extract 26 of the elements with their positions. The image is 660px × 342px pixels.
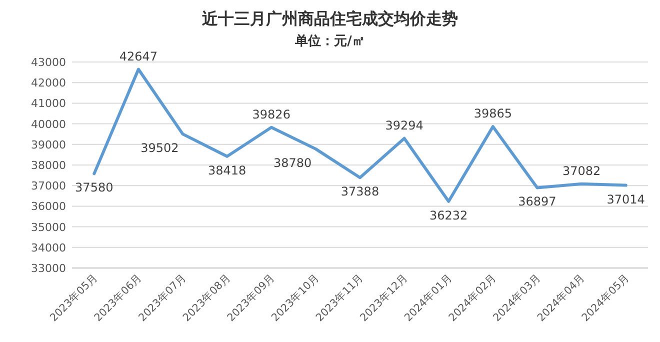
data-label: 38780: [274, 156, 312, 170]
y-tick-label: 42000: [31, 76, 66, 90]
y-tick-label: 38000: [31, 159, 66, 172]
data-label: 38418: [208, 163, 246, 178]
data-label: 39826: [252, 107, 290, 122]
y-tick-label: 35000: [31, 220, 66, 234]
y-tick-label: 43000: [31, 56, 66, 69]
y-tick-label: 36000: [31, 200, 66, 214]
data-label: 39865: [474, 106, 512, 121]
data-label: 37388: [340, 184, 380, 199]
y-tick-label: 33000: [31, 262, 66, 275]
data-label: 39294: [385, 118, 424, 132]
data-label: 36232: [430, 208, 468, 222]
y-tick-label: 34000: [31, 241, 66, 254]
data-label: 36897: [518, 194, 556, 209]
data-label: 37082: [562, 164, 601, 178]
data-label: 37014: [606, 192, 645, 206]
chart-subtitle: 单位：元/㎡: [294, 33, 365, 49]
y-tick-label: 39000: [31, 138, 66, 152]
y-tick-label: 40000: [31, 118, 66, 131]
data-label: 42647: [119, 49, 158, 64]
chart-title: 近十三月广州商品住宅成交均价走势: [201, 9, 458, 28]
data-label: 39502: [140, 141, 179, 156]
y-tick-label: 37000: [31, 180, 66, 193]
y-tick-label: 41000: [31, 97, 66, 110]
data-label: 37580: [75, 180, 114, 195]
